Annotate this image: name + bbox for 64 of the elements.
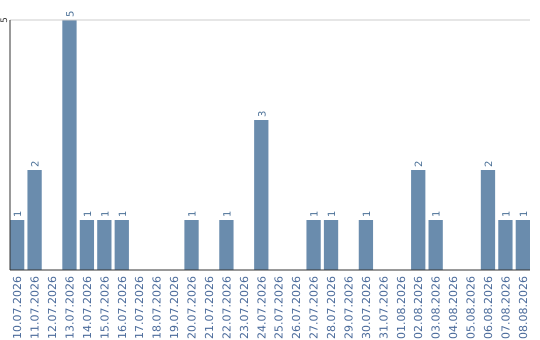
- bar: [114, 220, 129, 270]
- x-tick-label: 18.07.2026: [150, 276, 164, 339]
- bar: [184, 220, 199, 270]
- x-tick-label: 22.07.2026: [220, 276, 234, 339]
- x-tick-label: 04.08.2026: [447, 276, 460, 339]
- x-tick-label: 29.07.2026: [342, 276, 356, 339]
- data-label: 1: [501, 210, 512, 217]
- x-tick-label: 21.07.2026: [202, 276, 216, 339]
- bar: [219, 220, 234, 270]
- x-tick-label: 01.08.2026: [394, 276, 408, 339]
- data-label: 1: [518, 210, 530, 217]
- bar: [62, 20, 77, 270]
- bar: [428, 220, 443, 270]
- x-tick-label: 30.07.2026: [360, 276, 373, 339]
- bar: [27, 170, 42, 270]
- bar: [516, 220, 530, 270]
- x-tick-label: 31.07.2026: [377, 276, 390, 339]
- data-label: 2: [30, 160, 42, 167]
- data-label: 3: [257, 110, 268, 117]
- data-label: 1: [118, 210, 129, 217]
- x-tick-label: 12.07.2026: [46, 276, 60, 339]
- data-label: 1: [188, 210, 199, 217]
- x-tick-label: 02.08.2026: [412, 276, 426, 339]
- bar: [10, 220, 24, 270]
- data-label: 2: [414, 160, 426, 167]
- x-tick-label: 03.08.2026: [430, 276, 443, 339]
- bar: [254, 120, 268, 270]
- x-tick-label: 23.07.2026: [238, 276, 251, 339]
- x-tick-label: 28.07.2026: [325, 276, 338, 339]
- x-tick-label: 05.08.2026: [464, 276, 478, 339]
- data-label: 1: [362, 210, 373, 217]
- data-label: 1: [13, 210, 24, 217]
- x-tick-label: 27.07.2026: [308, 276, 321, 339]
- data-label: 5: [65, 10, 76, 17]
- bar: [97, 220, 112, 270]
- x-tick-label: 07.08.2026: [499, 276, 512, 339]
- data-label: 1: [82, 210, 94, 217]
- x-tick-label: 24.07.2026: [255, 276, 268, 339]
- x-tick-label: 25.07.2026: [272, 276, 286, 339]
- x-tick-label: 15.07.2026: [98, 276, 112, 339]
- bar: [324, 220, 338, 270]
- x-tick-label: 08.08.2026: [516, 276, 530, 339]
- x-tick-label: 16.07.2026: [116, 276, 129, 339]
- x-tick-label: 14.07.2026: [80, 276, 94, 339]
- bar: [306, 220, 321, 270]
- data-label: 1: [310, 210, 321, 217]
- x-tick-label: 19.07.2026: [168, 276, 182, 339]
- data-label: 1: [432, 210, 443, 217]
- data-label: 1: [327, 210, 338, 217]
- x-tick-label: 06.08.2026: [482, 276, 495, 339]
- data-label: 1: [100, 210, 112, 217]
- x-tick-label: 13.07.2026: [63, 276, 76, 339]
- bar: [80, 220, 94, 270]
- bar: [480, 170, 496, 270]
- x-tick-label: 20.07.2026: [186, 276, 199, 339]
- data-label: 2: [484, 160, 495, 167]
- x-tick-label: 17.07.2026: [133, 276, 146, 339]
- bar: [411, 170, 426, 270]
- bar: [358, 220, 374, 270]
- x-tick-label: 10.07.2026: [11, 276, 24, 339]
- x-tick-label: 11.07.2026: [28, 276, 42, 339]
- data-label: 1: [222, 210, 234, 217]
- bar: [498, 220, 513, 270]
- x-tick-label: 26.07.2026: [290, 276, 304, 339]
